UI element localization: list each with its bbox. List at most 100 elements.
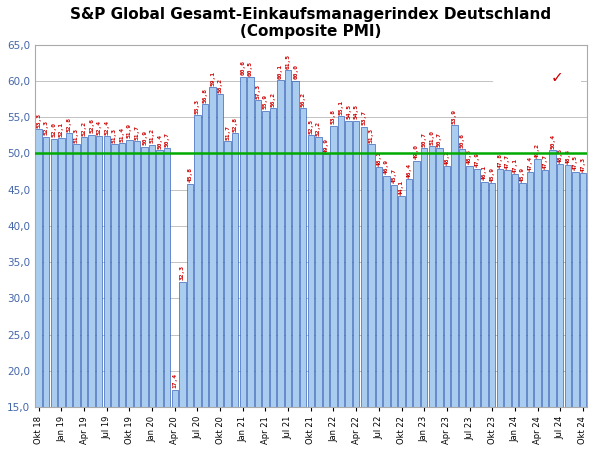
- Text: 51,9: 51,9: [127, 123, 132, 138]
- Text: 47,5: 47,5: [573, 155, 578, 170]
- Bar: [398, 196, 405, 407]
- Bar: [428, 146, 435, 407]
- Text: 46,9: 46,9: [384, 159, 389, 175]
- Bar: [383, 176, 390, 407]
- Text: 56,8: 56,8: [202, 87, 208, 103]
- Bar: [285, 70, 292, 407]
- Text: 52,5: 52,5: [308, 119, 314, 134]
- Bar: [421, 148, 427, 407]
- Text: 45,7: 45,7: [392, 168, 396, 183]
- Text: 51,3: 51,3: [369, 128, 374, 143]
- Bar: [459, 149, 465, 407]
- Bar: [534, 159, 541, 407]
- Text: 51,7: 51,7: [134, 124, 139, 140]
- Text: 47,7: 47,7: [543, 154, 547, 169]
- Text: 52,0: 52,0: [51, 122, 57, 138]
- Bar: [43, 137, 49, 407]
- Bar: [375, 167, 382, 407]
- Bar: [322, 154, 329, 407]
- Bar: [51, 139, 57, 407]
- Bar: [142, 147, 148, 407]
- Bar: [240, 77, 246, 407]
- Text: 55,9: 55,9: [263, 94, 268, 109]
- Text: 47,1: 47,1: [512, 158, 518, 173]
- Bar: [194, 115, 201, 407]
- Text: 61,5: 61,5: [286, 54, 290, 69]
- Text: 47,8: 47,8: [497, 153, 502, 168]
- Bar: [156, 151, 163, 407]
- Bar: [58, 138, 65, 407]
- Text: 45,9: 45,9: [520, 167, 525, 182]
- Bar: [368, 144, 374, 407]
- Text: 49,2: 49,2: [535, 143, 540, 158]
- Bar: [406, 179, 412, 407]
- Bar: [504, 170, 511, 407]
- Bar: [255, 101, 261, 407]
- Bar: [338, 116, 345, 407]
- Text: 52,6: 52,6: [89, 118, 94, 133]
- Text: 50,9: 50,9: [142, 130, 147, 145]
- Text: 53,3: 53,3: [36, 113, 41, 128]
- Bar: [451, 125, 458, 407]
- Text: 47,9: 47,9: [475, 152, 480, 167]
- Bar: [293, 81, 299, 407]
- Bar: [527, 172, 533, 407]
- Text: 50,7: 50,7: [437, 132, 442, 147]
- Bar: [474, 169, 480, 407]
- Bar: [149, 145, 155, 407]
- Text: 53,7: 53,7: [361, 110, 367, 125]
- Text: 48,3: 48,3: [467, 149, 472, 164]
- Bar: [277, 80, 284, 407]
- Bar: [65, 133, 72, 407]
- Text: 48,2: 48,2: [444, 150, 449, 165]
- Bar: [550, 151, 556, 407]
- Bar: [111, 144, 117, 407]
- Text: 51,0: 51,0: [429, 130, 434, 145]
- Text: 51,2: 51,2: [149, 128, 155, 143]
- Text: 52,8: 52,8: [233, 117, 238, 132]
- Text: 59,1: 59,1: [210, 71, 215, 86]
- Text: 48,5: 48,5: [558, 148, 563, 163]
- Text: 50,4: 50,4: [550, 134, 555, 149]
- Bar: [202, 104, 208, 407]
- Text: 52,2: 52,2: [82, 121, 86, 136]
- Text: 46,4: 46,4: [406, 163, 412, 178]
- Text: 60,0: 60,0: [293, 64, 298, 79]
- Text: 49,0: 49,0: [414, 144, 419, 159]
- Bar: [232, 133, 239, 407]
- Bar: [209, 87, 216, 407]
- Text: 56,2: 56,2: [300, 92, 306, 107]
- Title: S&P Global Gesamt-Einkaufsmanagerindex Deutschland
(Composite PMI): S&P Global Gesamt-Einkaufsmanagerindex D…: [70, 7, 552, 39]
- Bar: [353, 121, 359, 407]
- Text: 49,9: 49,9: [324, 138, 328, 152]
- Bar: [187, 184, 193, 407]
- Bar: [36, 129, 42, 407]
- Text: 46,1: 46,1: [482, 165, 487, 180]
- Text: 52,3: 52,3: [44, 120, 49, 135]
- Bar: [466, 166, 473, 407]
- Bar: [247, 77, 253, 407]
- Text: 45,8: 45,8: [187, 167, 192, 182]
- Text: 51,7: 51,7: [225, 124, 230, 140]
- Text: 52,4: 52,4: [96, 120, 102, 134]
- Text: 60,1: 60,1: [278, 64, 283, 79]
- Text: 50,4: 50,4: [157, 134, 162, 149]
- Bar: [164, 148, 170, 407]
- Text: 47,3: 47,3: [581, 156, 585, 171]
- Text: 55,3: 55,3: [195, 98, 200, 114]
- Bar: [300, 108, 306, 407]
- Text: 53,9: 53,9: [452, 109, 457, 124]
- Text: 53,8: 53,8: [331, 110, 336, 124]
- Text: 17,4: 17,4: [173, 373, 177, 388]
- Bar: [414, 161, 420, 407]
- Text: 52,4: 52,4: [104, 120, 109, 134]
- Bar: [489, 183, 496, 407]
- Text: 50,7: 50,7: [165, 132, 170, 147]
- Bar: [580, 173, 586, 407]
- Text: 48,1: 48,1: [377, 151, 381, 166]
- Text: 52,8: 52,8: [67, 117, 71, 132]
- Text: 50,6: 50,6: [459, 133, 465, 147]
- Text: 50,7: 50,7: [422, 132, 427, 147]
- Text: 58,2: 58,2: [218, 78, 223, 92]
- Bar: [444, 166, 450, 407]
